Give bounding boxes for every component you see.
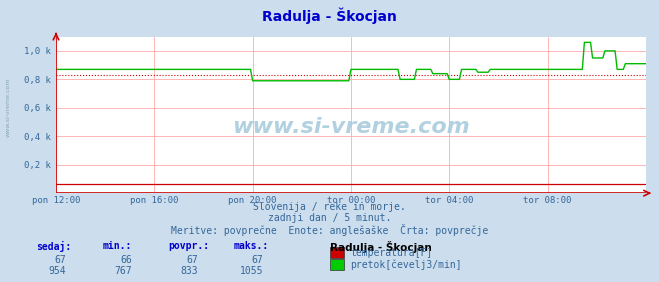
Text: www.si-vreme.com: www.si-vreme.com (232, 117, 470, 137)
Text: 67: 67 (186, 255, 198, 265)
Text: 66: 66 (120, 255, 132, 265)
Text: maks.:: maks.: (234, 241, 269, 251)
Text: 767: 767 (114, 266, 132, 276)
Text: zadnji dan / 5 minut.: zadnji dan / 5 minut. (268, 213, 391, 223)
Text: temperatura[F]: temperatura[F] (351, 248, 433, 258)
Text: 67: 67 (54, 255, 66, 265)
Text: 67: 67 (252, 255, 264, 265)
Text: Radulja - Škocjan: Radulja - Škocjan (262, 7, 397, 24)
Text: Slovenija / reke in morje.: Slovenija / reke in morje. (253, 202, 406, 212)
Text: sedaj:: sedaj: (36, 241, 71, 252)
Text: povpr.:: povpr.: (168, 241, 209, 251)
Text: Meritve: povprečne  Enote: anglešaške  Črta: povprečje: Meritve: povprečne Enote: anglešaške Črt… (171, 224, 488, 236)
Text: 833: 833 (180, 266, 198, 276)
Text: 1055: 1055 (240, 266, 264, 276)
Text: pretok[čevelj3/min]: pretok[čevelj3/min] (351, 259, 462, 270)
Text: Radulja - Škocjan: Radulja - Škocjan (330, 241, 431, 253)
Text: min.:: min.: (102, 241, 132, 251)
Text: 954: 954 (48, 266, 66, 276)
Text: www.si-vreme.com: www.si-vreme.com (5, 78, 11, 137)
